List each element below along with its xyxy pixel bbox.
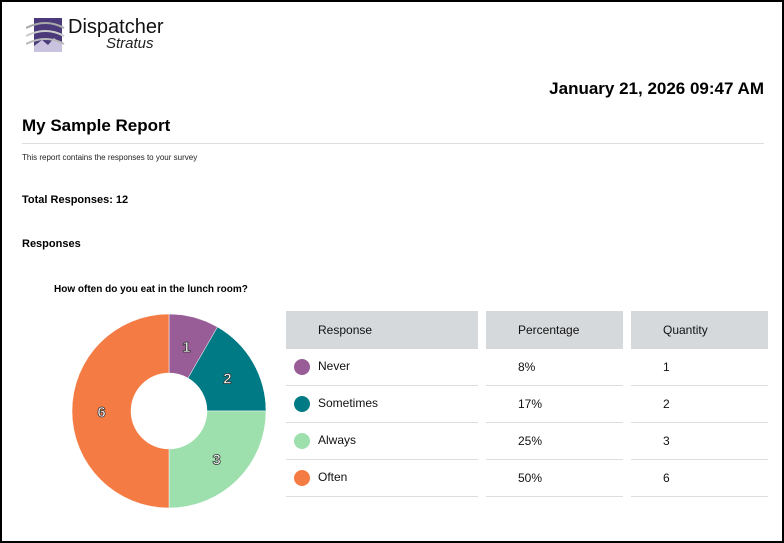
quantity-cell: 3	[631, 423, 768, 460]
total-responses: Total Responses: 12	[22, 194, 129, 206]
table-row: Sometimes 17% 2	[286, 386, 768, 423]
slice-label: 3	[213, 452, 221, 469]
quantity-cell: 2	[631, 386, 768, 423]
quantity-cell: 6	[631, 460, 768, 497]
percentage-cell: 8%	[486, 349, 623, 386]
header-response: Response	[286, 311, 478, 349]
table-row: Often 50% 6	[286, 460, 768, 497]
response-label: Never	[318, 359, 351, 374]
slice-sometimes	[187, 326, 267, 412]
slice-always	[168, 410, 267, 509]
slice-often	[71, 313, 170, 509]
response-label: Often	[318, 470, 348, 485]
percentage-cell: 25%	[486, 423, 623, 460]
response-label: Always	[318, 433, 357, 448]
table-row: Always 25% 3	[286, 423, 768, 460]
legend-dot	[294, 359, 310, 375]
logo-text: Dispatcher	[68, 16, 164, 38]
slice-label: 6	[97, 404, 105, 421]
legend-dot	[294, 470, 310, 486]
response-cell: Always	[286, 423, 478, 460]
responses-table: Response Percentage Quantity Never 8% 1 Som…	[278, 311, 776, 497]
header-percentage: Percentage	[486, 311, 623, 349]
percentage-cell: 50%	[486, 460, 623, 497]
slice-label: 1	[182, 339, 190, 356]
report-description: This report contains the responses to yo…	[22, 153, 198, 162]
chart-title: How often do you eat in the lunch room?	[54, 284, 248, 295]
response-cell: Sometimes	[286, 386, 478, 423]
legend-dot	[294, 396, 310, 412]
response-cell: Often	[286, 460, 478, 497]
donut-chart: 1 2 3 6	[71, 313, 267, 509]
dispatcher-stratus-logo: Dispatcher Stratus	[26, 16, 166, 54]
quantity-cell: 1	[631, 349, 768, 386]
legend-dot	[294, 433, 310, 449]
responses-heading: Responses	[22, 238, 81, 250]
percentage-cell: 17%	[486, 386, 623, 423]
page-title: My Sample Report	[22, 116, 171, 135]
logo-icon	[26, 18, 65, 52]
slice-label: 2	[223, 370, 231, 387]
header-quantity: Quantity	[631, 311, 768, 349]
report-date: January 21, 2026 09:47 AM	[549, 79, 764, 98]
response-cell: Never	[286, 349, 478, 386]
logo-subtext: Stratus	[106, 35, 154, 52]
response-label: Sometimes	[318, 396, 379, 411]
divider	[22, 143, 764, 144]
table-row: Never 8% 1	[286, 349, 768, 386]
